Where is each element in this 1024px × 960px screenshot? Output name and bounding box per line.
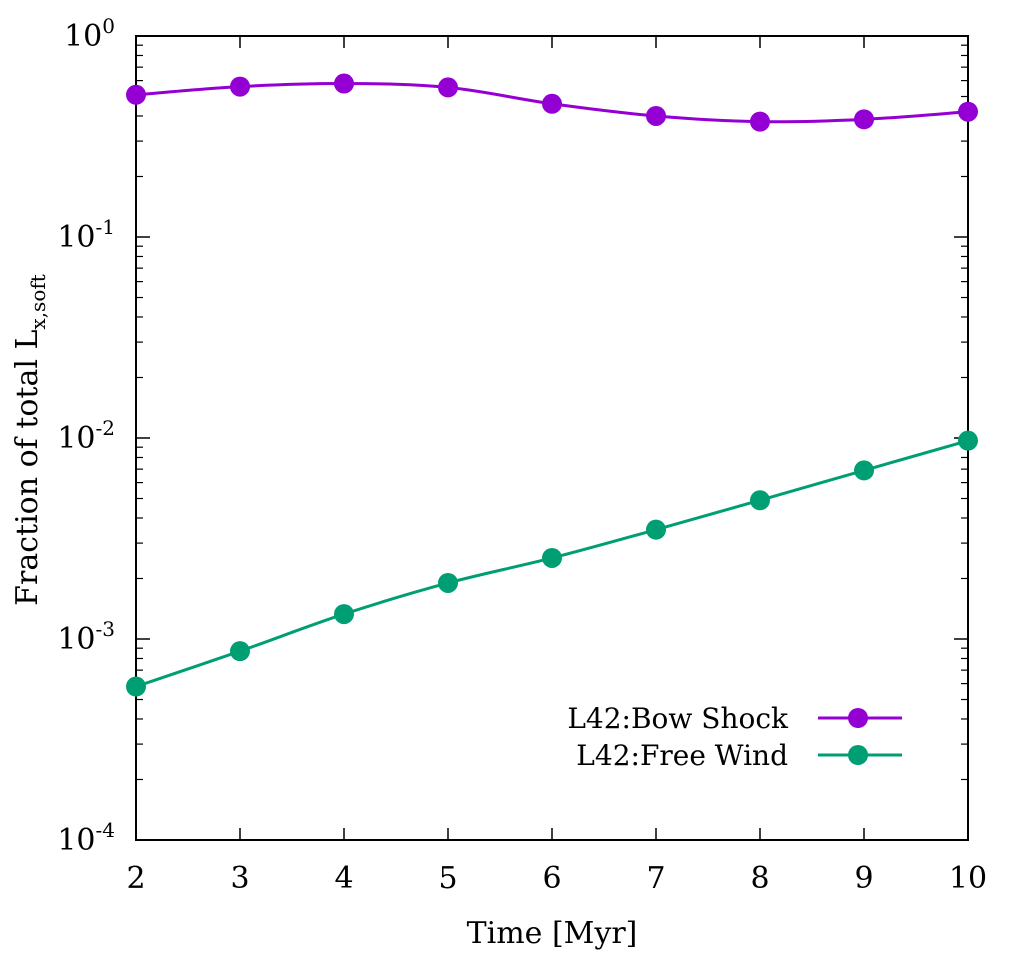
y-tick-label-base: 10 — [57, 421, 95, 456]
y-tick-label-base: 10 — [57, 220, 95, 255]
minor-ticks — [136, 44, 968, 781]
series-2-point — [334, 604, 354, 625]
x-tick-label: 5 — [438, 861, 457, 896]
series-1-point — [750, 111, 770, 132]
y-tick-label-exponent: -3 — [96, 617, 115, 641]
x-tick-label: 3 — [230, 861, 249, 896]
y-axis-label-main: Fraction of total L — [10, 330, 45, 606]
y-tick-label-base: 10 — [57, 622, 95, 657]
series-2-point — [854, 460, 874, 481]
y-tick-label-exponent: -2 — [96, 416, 115, 440]
y-tick-label-base: 10 — [57, 823, 95, 858]
legend-label: L42:Bow Shock — [567, 702, 789, 735]
series-2-point — [542, 547, 562, 568]
series-2-point — [126, 676, 146, 697]
legend: L42:Bow Shock L42:Free Wind — [567, 702, 902, 772]
x-tick-label: 6 — [542, 861, 561, 896]
y-tick-label: 10-4 — [57, 818, 115, 858]
series-1-point — [230, 76, 250, 97]
series-2-point — [230, 641, 250, 662]
y-axis-label: Fraction of total Lx,soft — [10, 274, 50, 606]
x-tick-label: 4 — [334, 861, 353, 896]
y-tick-label-exponent: -4 — [96, 818, 115, 842]
series-2-point — [750, 490, 770, 511]
x-axis-label: Time [Myr] — [467, 916, 638, 951]
y-tick-label: 10-3 — [57, 617, 115, 657]
y-tick-label-exponent: 0 — [102, 14, 115, 38]
series-1-point — [334, 73, 354, 94]
series-1-point — [646, 105, 666, 126]
x-axis: 2 3 4 5 6 7 8 9 10 — [126, 36, 987, 896]
x-tick-label: 9 — [854, 861, 873, 896]
x-tick-label: 8 — [750, 861, 769, 896]
series-1-point — [854, 109, 874, 130]
series-2-point — [438, 572, 458, 593]
y-tick-label-exponent: -1 — [96, 215, 115, 239]
legend-label: L42:Free Wind — [576, 739, 788, 772]
y-tick-label-base: 10 — [64, 19, 102, 54]
legend-marker — [848, 708, 868, 728]
series-1-point — [542, 93, 562, 114]
y-axis-label-subscript: x,soft — [26, 274, 50, 329]
y-tick-label: 10-1 — [57, 215, 115, 255]
series-1-point — [438, 77, 458, 98]
x-tick-label: 10 — [949, 861, 987, 896]
y-tick-label: 100 — [64, 14, 115, 54]
y-tick-label: 10-2 — [57, 416, 115, 456]
series-layer — [126, 73, 978, 697]
legend-marker — [848, 745, 868, 765]
series-1-point — [126, 84, 146, 105]
series-1-point — [958, 101, 978, 122]
series-2-point — [958, 430, 978, 451]
x-tick-label: 7 — [646, 861, 665, 896]
series-2-point — [646, 519, 666, 540]
x-tick-label: 2 — [126, 861, 145, 896]
